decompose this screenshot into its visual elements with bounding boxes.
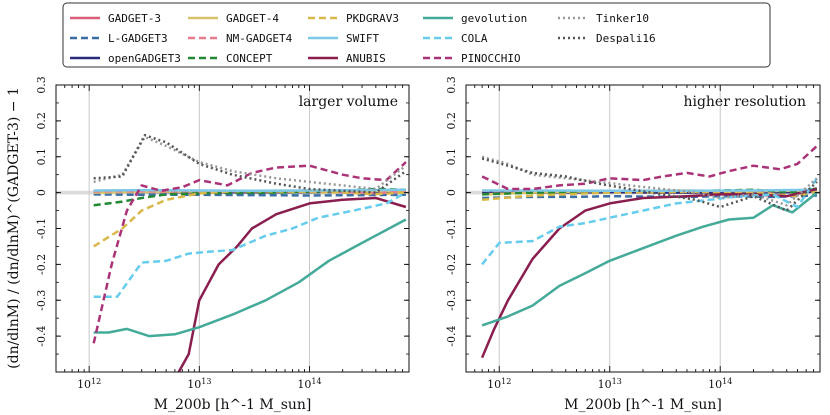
y-tick-label: -0.4: [35, 326, 48, 347]
legend-label-opengadget3: openGADGET3: [108, 52, 181, 65]
legend: GADGET-3 L-GADGET3 openGADGET3 GADGET-4 NM-G…: [62, 2, 771, 68]
y-tick-label: 0.1: [35, 148, 48, 166]
panel-higher-resolution: -0.4 -0.3 -0.2 -0.1 0 0.1 0.2 0.3 1012 1013 1014 hi…: [445, 76, 821, 413]
panel-title: higher resolution: [683, 94, 806, 110]
y-tick-label: 0: [445, 189, 458, 196]
x-tick-label: 1013: [187, 377, 211, 392]
y-tick-label: -0.1: [445, 218, 458, 239]
series-line-despali16: [93, 133, 407, 194]
series-line-swift: [482, 188, 817, 193]
panel-title: larger volume: [299, 94, 398, 110]
series-line-l-gadget3: [93, 193, 406, 197]
series-line-swift: [93, 188, 406, 193]
y-tick-label: -0.1: [35, 218, 48, 239]
y-tick-label: 0.2: [445, 112, 458, 130]
legend-label-despali16: Despali16: [596, 32, 656, 45]
legend-label-tinker10: Tinker10: [596, 12, 649, 25]
series-line-pkdgrav3: [481, 189, 818, 202]
panels: -0.4 -0.3 -0.2 -0.1 0 0.1 0.2 0.3 1012 1013 1014 la…: [35, 76, 821, 413]
legend-label-anubis: ANUBIS: [346, 52, 386, 65]
series-line-pinocchio: [92, 161, 407, 344]
y-axis-label-text: (dn/dlnM) / (dn/dlnM)^(GADGET-3) − 1: [6, 87, 22, 369]
legend-label-nm-gadget4: NM-GADGET4: [226, 32, 293, 45]
y-tick-label: -0.4: [445, 326, 458, 347]
y-tick-label: -0.2: [445, 254, 458, 275]
y-tick-label: 0.1: [445, 148, 458, 166]
x-tick-label: 1012: [77, 377, 101, 392]
legend-label-gadget-4: GADGET-4: [226, 12, 279, 25]
series-line-gevolution: [93, 218, 407, 338]
x-tick-label: 1014: [297, 377, 321, 392]
series-group: [92, 133, 407, 372]
legend-label-gadget-3: GADGET-3: [108, 12, 161, 25]
y-tick-label: 0.2: [35, 112, 48, 130]
series-line-anubis: [177, 196, 407, 372]
y-tick-label: -0.2: [35, 254, 48, 275]
y-tick-label: -0.3: [445, 290, 458, 311]
x-tick-label: 1012: [487, 377, 511, 392]
y-tick-label: -0.3: [35, 290, 48, 311]
legend-label-pinocchio: PINOCCHIO: [461, 52, 521, 65]
series-group: [480, 145, 818, 359]
series-line-pkdgrav3: [93, 189, 406, 248]
y-tick-label: 0.3: [35, 76, 48, 94]
series-line-gevolution: [481, 191, 818, 327]
legend-label-concept: CONCEPT: [226, 52, 273, 65]
legend-label-cola: COLA: [461, 32, 488, 45]
y-tick-label: 0: [35, 189, 48, 196]
y-axis-label: (dn/dlnM) / (dn/dlnM)^(GADGET-3) − 1: [6, 87, 22, 369]
x-tick-label: 1013: [598, 377, 622, 392]
x-tick-label: 1014: [708, 377, 732, 392]
series-line-tinker10: [93, 135, 407, 191]
legend-label-l-gadget3: L-GADGET3: [108, 32, 168, 45]
legend-label-pkdgrav3: PKDGRAV3: [346, 12, 399, 25]
axes-frame: [55, 84, 410, 373]
axes-frame: [465, 84, 821, 373]
legend-box: [62, 2, 771, 68]
y-tick-label: 0.3: [445, 76, 458, 94]
x-axis-label: M_200b [h^-1 M_sun]: [564, 397, 722, 413]
series-line-anubis: [480, 187, 818, 359]
x-axis-label: M_200b [h^-1 M_sun]: [154, 397, 312, 413]
series-line-cola: [93, 191, 407, 298]
legend-label-swift: SWIFT: [346, 32, 379, 45]
series-line-cola: [481, 177, 818, 266]
panel-larger-volume: -0.4 -0.3 -0.2 -0.1 0 0.1 0.2 0.3 1012 1013 1014 la…: [35, 76, 410, 413]
legend-label-gevolution: gevolution: [461, 12, 527, 25]
series-line-pinocchio: [481, 145, 818, 191]
